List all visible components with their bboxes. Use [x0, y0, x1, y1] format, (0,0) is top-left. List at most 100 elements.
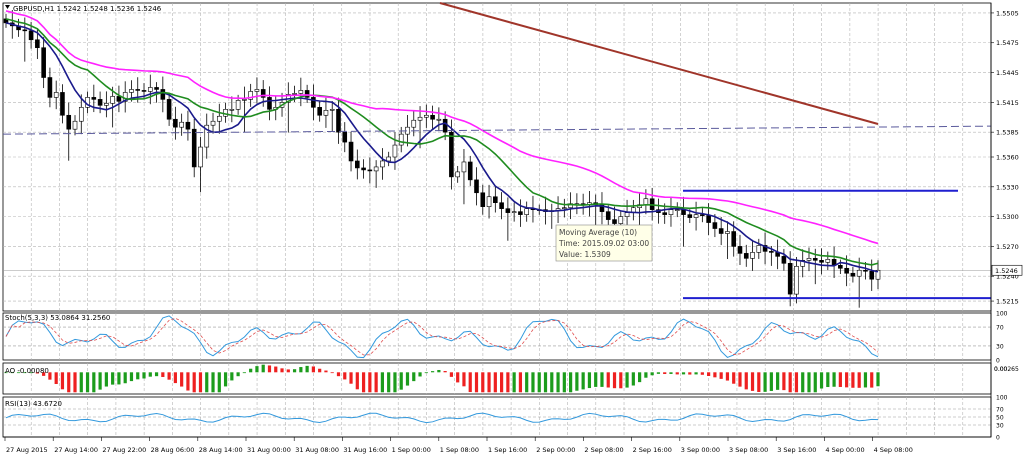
main-chart-pane[interactable] — [2, 2, 992, 308]
candle-bull — [210, 120, 216, 126]
stoch-signal-line — [5, 317, 879, 356]
candle-bear — [687, 214, 693, 218]
candle-bull — [725, 231, 730, 234]
awesome-oscillator-pane[interactable] — [4, 364, 880, 393]
candle-bull — [806, 258, 812, 261]
candle-bear — [47, 77, 53, 98]
candle-bear — [28, 30, 34, 41]
candle-bear — [355, 160, 360, 169]
candle-bull — [380, 160, 385, 168]
ao-bar — [826, 372, 830, 388]
rsi-label: RSI(13) 43.6720 — [5, 400, 62, 408]
candle-bear — [499, 202, 504, 209]
ao-bar — [569, 372, 573, 393]
ao-bar — [311, 366, 315, 373]
candle-bear — [769, 251, 774, 253]
ao-bar — [111, 372, 115, 385]
ao-bar — [732, 372, 736, 384]
ao-bar — [474, 372, 479, 393]
candle-bull — [204, 124, 210, 148]
candle-bear — [474, 179, 479, 194]
ao-bar — [129, 372, 134, 382]
candle-bull — [875, 269, 881, 280]
ao-bar — [305, 365, 309, 373]
ao-bar — [186, 372, 190, 391]
price-tick-label: 1.5330 — [996, 183, 1019, 191]
time-tick-label: 3 Sep 00:00 — [681, 446, 720, 454]
ao-bar — [192, 372, 196, 393]
candle-bear — [60, 92, 65, 116]
ao-bar — [104, 372, 108, 387]
candle-bear — [850, 272, 856, 277]
time-tick-label: 31 Aug 16:00 — [343, 446, 387, 454]
ao-bar — [675, 372, 679, 375]
ao-bar — [217, 372, 221, 393]
rsi-tick-label: 30 — [996, 423, 1004, 430]
rsi-tick-label: 70 — [996, 407, 1004, 414]
candle-bear — [480, 192, 486, 207]
ao-bar — [261, 364, 265, 373]
ao-bar — [29, 372, 33, 374]
candle-bear — [260, 89, 266, 98]
current-price-box — [991, 264, 1023, 276]
time-tick-label: 3 Sep 16:00 — [777, 446, 816, 454]
ao-bar — [142, 372, 146, 379]
time-tick-label: 1 Sep 16:00 — [488, 446, 527, 454]
ma-slow-line — [5, 10, 879, 245]
ao-bar — [832, 372, 836, 387]
ao-bar — [205, 372, 209, 393]
candle-bear — [812, 258, 818, 261]
price-tick-label: 1.5385 — [996, 129, 1019, 137]
ao-bar — [211, 372, 215, 393]
ao-bar — [54, 372, 58, 385]
ao-bar — [148, 372, 152, 377]
candle-bull — [693, 214, 699, 218]
candle-bull — [750, 252, 755, 259]
price-tick-label: 1.5270 — [996, 243, 1019, 251]
stoch-tick-label: 100 — [996, 311, 1008, 318]
ao-bar — [361, 372, 366, 393]
ao-bar — [242, 372, 246, 374]
ao-bar — [870, 372, 874, 388]
candle-bear — [41, 47, 46, 78]
rsi-line — [5, 412, 879, 424]
candle-bear — [718, 228, 724, 234]
candle-bull — [104, 103, 109, 106]
ao-bar — [280, 368, 284, 373]
ao-bar — [249, 368, 253, 373]
candle-bear — [311, 97, 316, 108]
candle-bull — [216, 115, 222, 122]
candle-bear — [612, 219, 617, 224]
ao-bar — [688, 372, 692, 375]
ao-bar — [794, 372, 799, 393]
current-price-label: 1.5246 — [995, 267, 1018, 275]
candle-bear — [493, 196, 498, 204]
ao-bar — [531, 372, 535, 393]
ao-bar — [481, 372, 485, 393]
time-tick-label: 31 Aug 08:00 — [295, 446, 339, 454]
ao-bar — [776, 372, 780, 390]
candle-bull — [223, 109, 228, 117]
rsi-pane[interactable] — [3, 408, 991, 426]
ao-bar — [92, 372, 96, 393]
candle-bull — [179, 121, 184, 128]
candle-bull — [53, 92, 59, 98]
dropdown-icon — [5, 5, 10, 9]
candle-bull — [323, 110, 329, 116]
ao-bar — [650, 372, 654, 376]
ao-bar — [543, 372, 548, 393]
stochastic-pane[interactable] — [3, 315, 991, 359]
ao-bar — [769, 372, 773, 391]
candle-bear — [700, 214, 705, 216]
ao-bar — [167, 372, 171, 380]
ao-bar — [838, 372, 842, 387]
candle-bull — [386, 156, 391, 162]
candle-bull — [524, 208, 529, 215]
candle-bull — [643, 198, 649, 205]
ao-bar — [154, 372, 159, 377]
candle-bear — [361, 167, 366, 171]
ao-bar — [236, 372, 240, 377]
candle-bear — [706, 215, 711, 223]
